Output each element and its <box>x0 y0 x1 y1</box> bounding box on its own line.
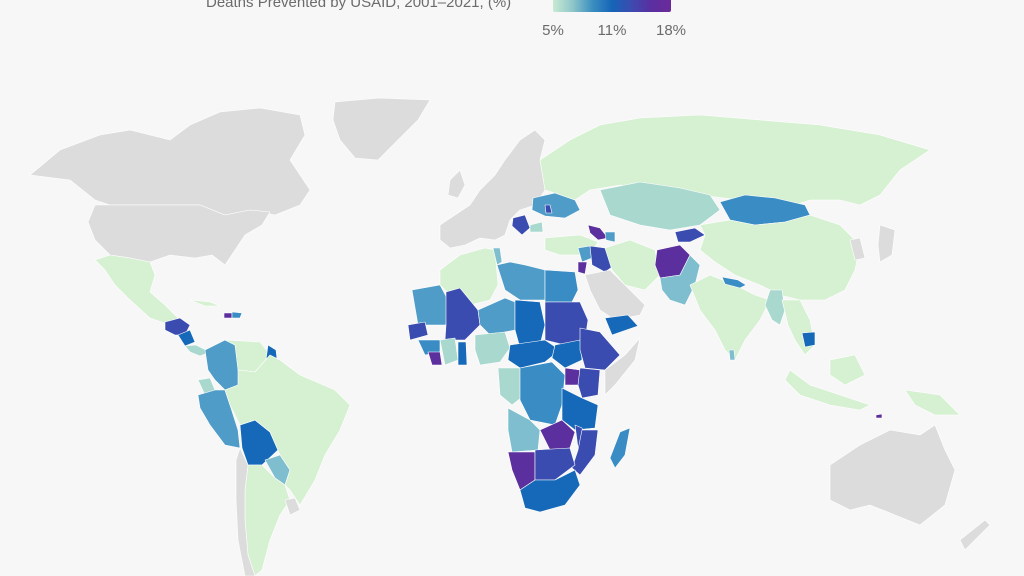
country-india[interactable] <box>689 274 771 361</box>
country-uruguay[interactable] <box>284 497 301 516</box>
country-mauritania[interactable] <box>411 284 449 326</box>
country-myanmar[interactable] <box>764 289 786 326</box>
country-egypt[interactable] <box>544 269 579 303</box>
country-mali[interactable] <box>444 287 481 341</box>
country-libya[interactable] <box>496 261 546 301</box>
country-syria[interactable] <box>577 245 593 263</box>
legend-tick-max: 18% <box>655 22 687 39</box>
legend-color-scale <box>553 0 671 12</box>
country-drc[interactable] <box>519 361 566 426</box>
country-russia[interactable] <box>539 114 931 211</box>
country-kenya[interactable] <box>577 367 601 399</box>
country-iran[interactable] <box>604 239 661 291</box>
country-peru[interactable] <box>197 389 241 449</box>
country-papua-new-guinea[interactable] <box>904 389 961 416</box>
country-timor-leste[interactable] <box>875 413 883 419</box>
country-brazil[interactable] <box>224 354 351 506</box>
legend-title: Deaths Prevented by USAID, 2001–2021, (%… <box>206 0 512 11</box>
country-azerbaijan[interactable] <box>604 231 616 243</box>
country-iraq[interactable] <box>589 245 616 273</box>
legend-tick-mid: 11% <box>597 22 627 39</box>
country-chile[interactable] <box>235 447 256 576</box>
country-yemen[interactable] <box>604 314 639 336</box>
country-haiti[interactable] <box>223 312 233 319</box>
country-saudi-arabia[interactable] <box>584 269 646 321</box>
country-canada[interactable] <box>29 107 311 216</box>
country-cameroon-car[interactable] <box>507 339 561 369</box>
country-tunisia[interactable] <box>492 247 503 266</box>
country-cote-divoire[interactable] <box>439 337 459 366</box>
legend-tick-min: 5% <box>542 22 564 39</box>
country-south-sudan[interactable] <box>551 339 583 369</box>
country-niger[interactable] <box>477 297 516 336</box>
country-uk[interactable] <box>447 169 466 199</box>
country-cambodia[interactable] <box>801 331 816 348</box>
country-bulgaria[interactable] <box>529 221 544 233</box>
country-ghana[interactable] <box>457 341 468 366</box>
country-jordan[interactable] <box>577 261 588 275</box>
country-nicaragua[interactable] <box>177 329 196 347</box>
country-madagascar[interactable] <box>609 427 631 469</box>
country-sierra-leone-liberia[interactable] <box>427 351 443 366</box>
country-korea[interactable] <box>849 237 866 261</box>
country-new-zealand[interactable] <box>959 519 991 551</box>
country-sri-lanka[interactable] <box>728 349 736 361</box>
country-australia[interactable] <box>829 424 956 526</box>
country-southeast-asia[interactable] <box>781 299 816 356</box>
country-dominican-rep[interactable] <box>231 311 243 319</box>
country-uganda[interactable] <box>564 367 581 386</box>
country-indonesia[interactable] <box>784 369 871 411</box>
country-mexico[interactable] <box>94 254 179 326</box>
country-mozambique[interactable] <box>571 429 599 476</box>
country-borneo-philippines[interactable] <box>829 354 866 386</box>
country-cuba[interactable] <box>189 299 221 307</box>
country-greenland[interactable] <box>332 97 431 161</box>
country-somalia[interactable] <box>604 337 641 396</box>
country-nepal[interactable] <box>721 276 747 289</box>
country-kyrgyzstan-tajikistan[interactable] <box>674 227 706 243</box>
country-zambia[interactable] <box>539 419 576 451</box>
country-senegal[interactable] <box>407 321 429 341</box>
country-georgia-armenia[interactable] <box>587 224 609 241</box>
country-central-america-south[interactable] <box>184 344 211 357</box>
country-moldova[interactable] <box>544 204 553 214</box>
country-nigeria[interactable] <box>474 331 511 366</box>
country-congo-gabon[interactable] <box>497 367 526 406</box>
country-kazakhstan[interactable] <box>599 181 721 231</box>
country-japan[interactable] <box>877 224 896 263</box>
country-china[interactable] <box>699 214 861 301</box>
country-botswana-zimbabwe[interactable] <box>534 447 576 481</box>
country-balkans[interactable] <box>511 214 531 236</box>
country-south-africa[interactable] <box>519 469 581 513</box>
